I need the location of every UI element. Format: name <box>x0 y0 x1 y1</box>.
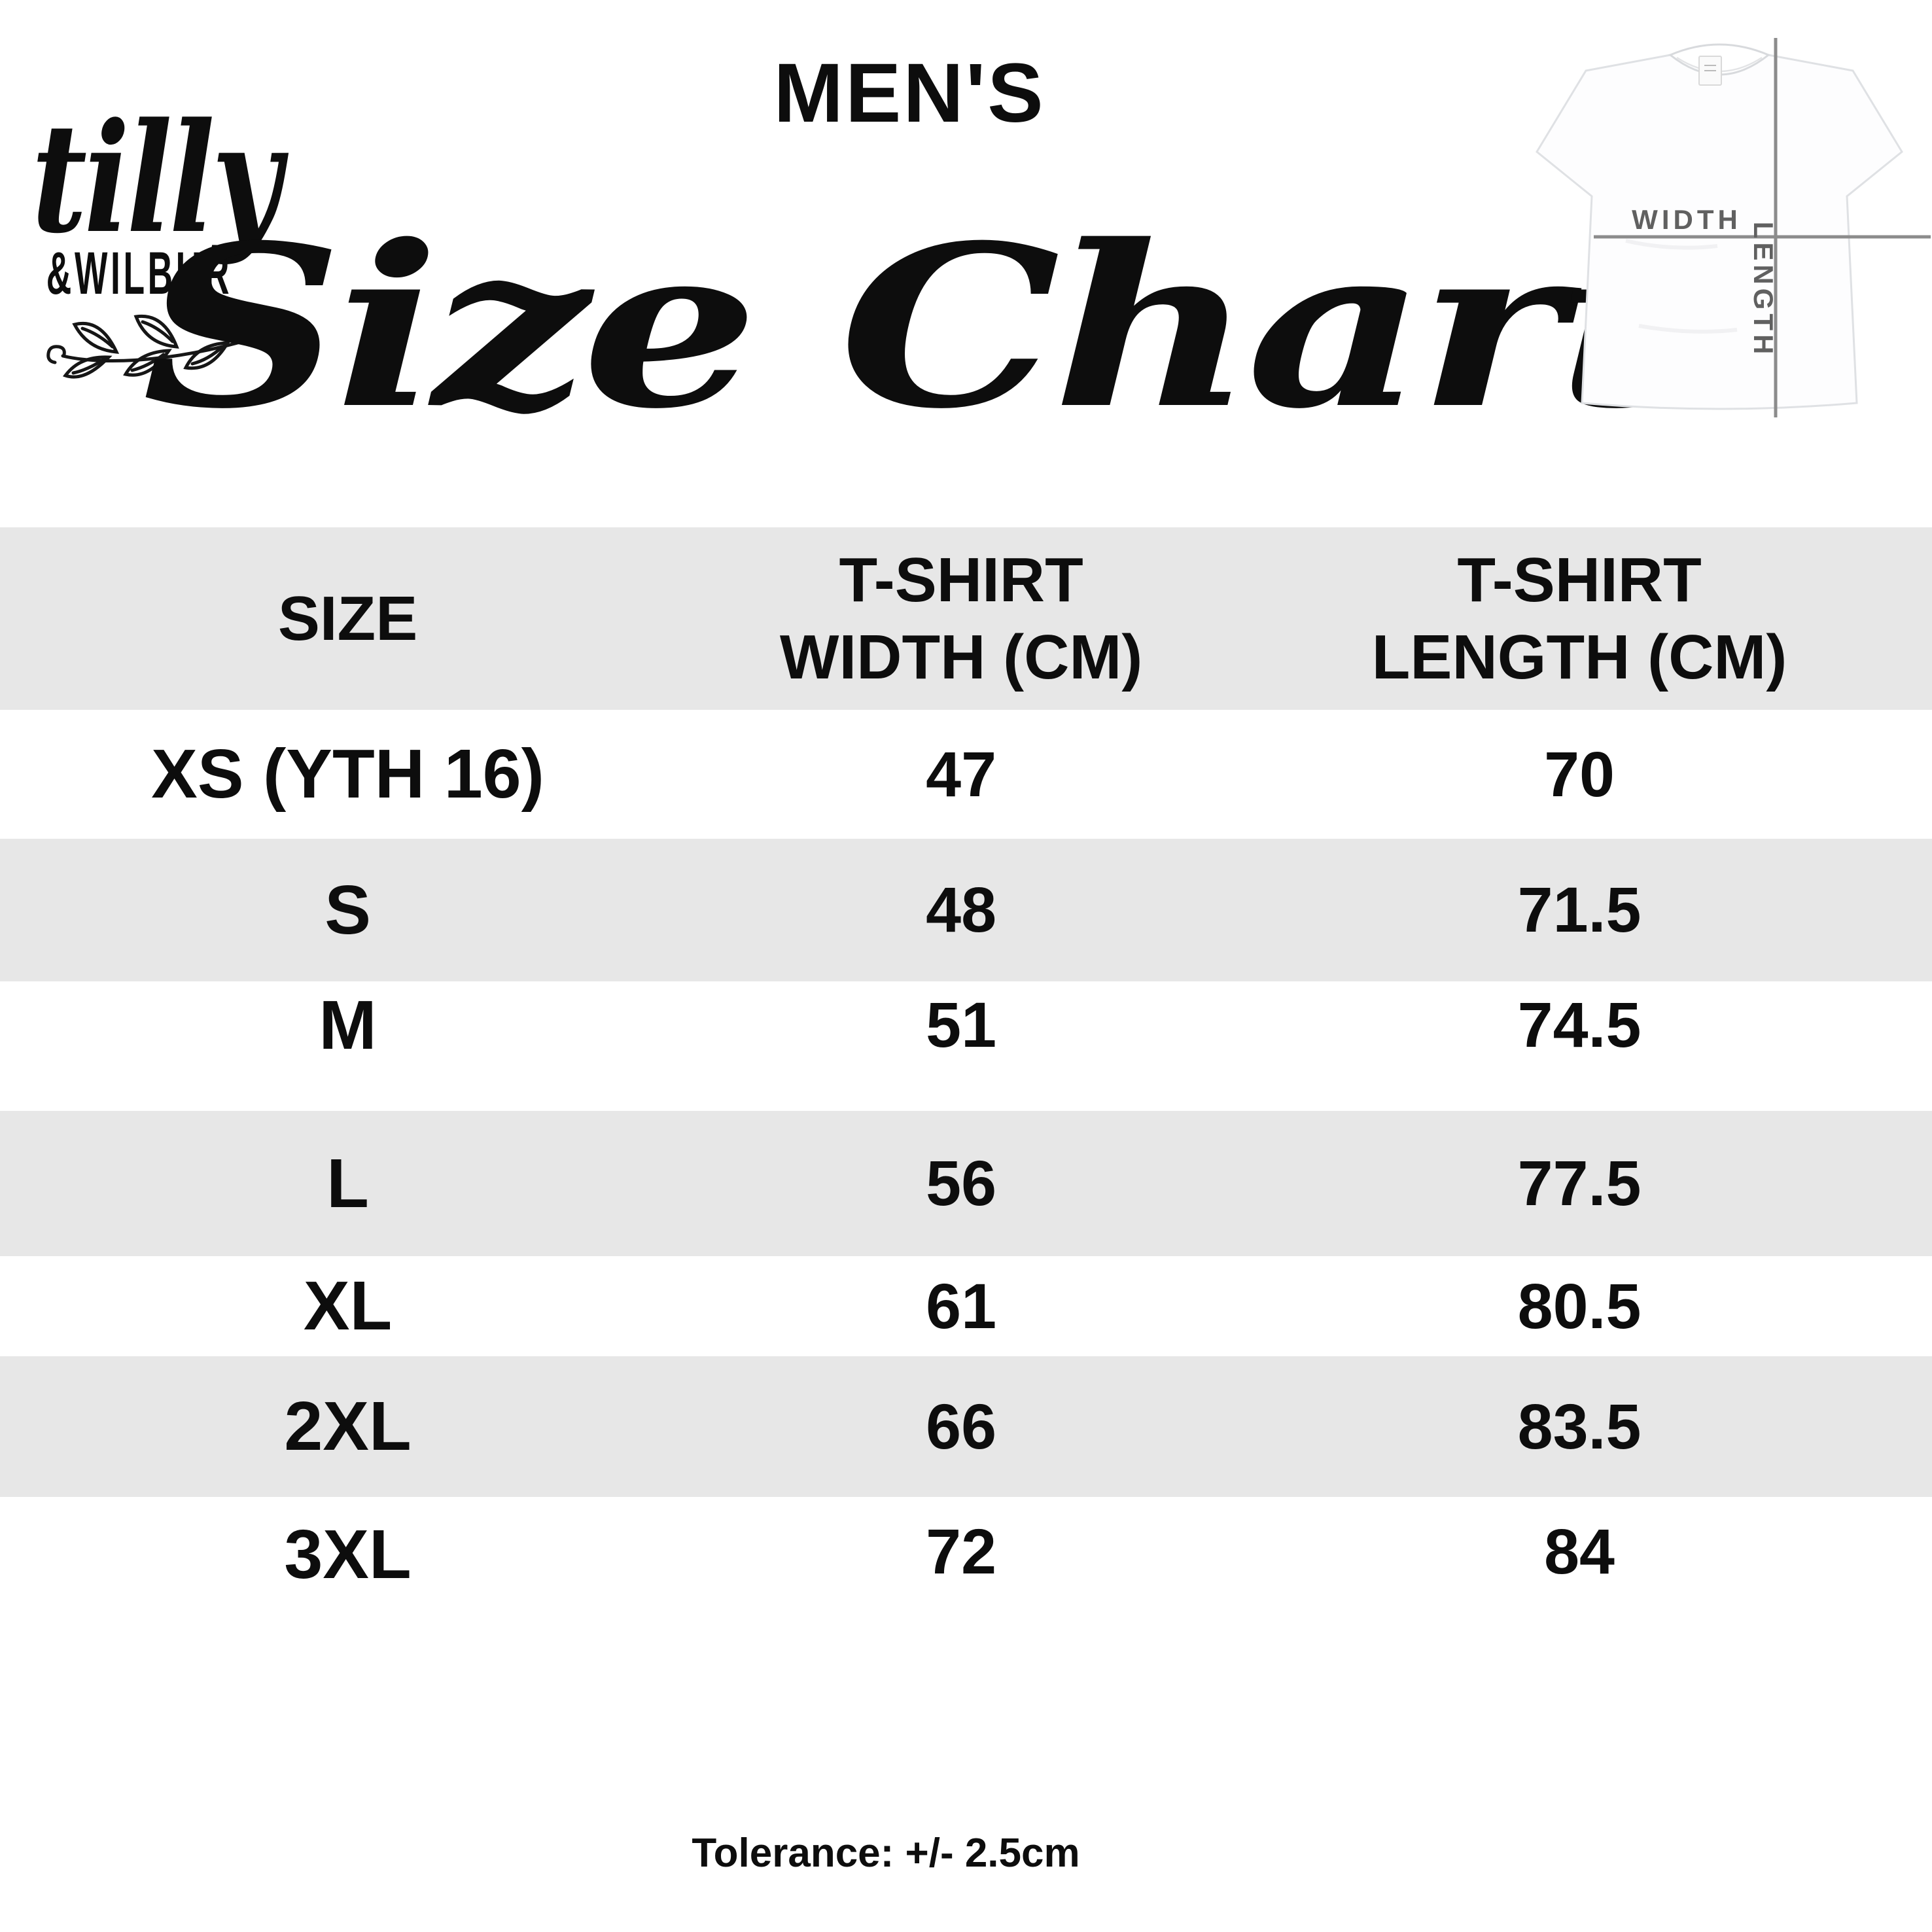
brand-name: tilly <box>31 90 281 267</box>
size-value: 2XL <box>284 1388 412 1465</box>
column-header-length: T-SHIRT LENGTH (CM) <box>1371 545 1787 692</box>
width-label: WIDTH <box>1632 204 1742 235</box>
table-row: XS (YTH 16) 47 70 <box>0 710 1932 839</box>
laurel-branch-icon <box>46 307 289 379</box>
length-value: 80.5 <box>1517 1270 1642 1342</box>
table-row: M 51 74.5 <box>0 981 1932 1111</box>
table-row: S 48 71.5 <box>0 839 1932 981</box>
size-value: XS (YTH 16) <box>151 735 544 813</box>
length-value: 84 <box>1544 1516 1615 1587</box>
length-value: 77.5 <box>1517 1148 1642 1219</box>
width-value: 47 <box>926 738 997 810</box>
width-value: 56 <box>926 1148 997 1219</box>
tshirt-measurement-diagram: WIDTH LENGTH <box>1536 38 1931 417</box>
size-value: S <box>325 871 371 949</box>
width-value: 48 <box>926 874 997 945</box>
size-value: 3XL <box>284 1516 412 1593</box>
size-value: L <box>326 1144 369 1222</box>
length-value: 70 <box>1544 738 1615 810</box>
length-value: 74.5 <box>1517 989 1642 1061</box>
size-table: SIZE T-SHIRT WIDTH (CM) T-SHIRT LENGTH (… <box>0 527 1932 1655</box>
brand-subname: &WILBUR <box>46 240 233 307</box>
length-value: 83.5 <box>1517 1390 1642 1462</box>
category-title: MEN'S <box>773 46 1045 140</box>
table-header-row: SIZE T-SHIRT WIDTH (CM) T-SHIRT LENGTH (… <box>0 527 1932 710</box>
page-title: Size Chart <box>142 197 1685 458</box>
table-row: 2XL 66 83.5 <box>0 1356 1932 1497</box>
width-value: 51 <box>926 989 997 1061</box>
neck-tag <box>1698 56 1722 86</box>
column-header-size: SIZE <box>277 583 418 654</box>
column-header-width: T-SHIRT WIDTH (CM) <box>779 545 1143 692</box>
size-value: XL <box>303 1267 393 1344</box>
table-row: XL 61 80.5 <box>0 1256 1932 1356</box>
size-value: M <box>319 986 377 1064</box>
length-label: LENGTH <box>1748 222 1779 359</box>
width-value: 72 <box>926 1516 997 1587</box>
table-row: L 56 77.5 <box>0 1111 1932 1256</box>
width-value: 61 <box>926 1270 997 1342</box>
length-value: 71.5 <box>1517 874 1642 945</box>
width-value: 66 <box>926 1390 997 1462</box>
table-row: 3XL 72 84 <box>0 1497 1932 1655</box>
tolerance-note: Tolerance: +/- 2.5cm <box>692 1831 1080 1876</box>
